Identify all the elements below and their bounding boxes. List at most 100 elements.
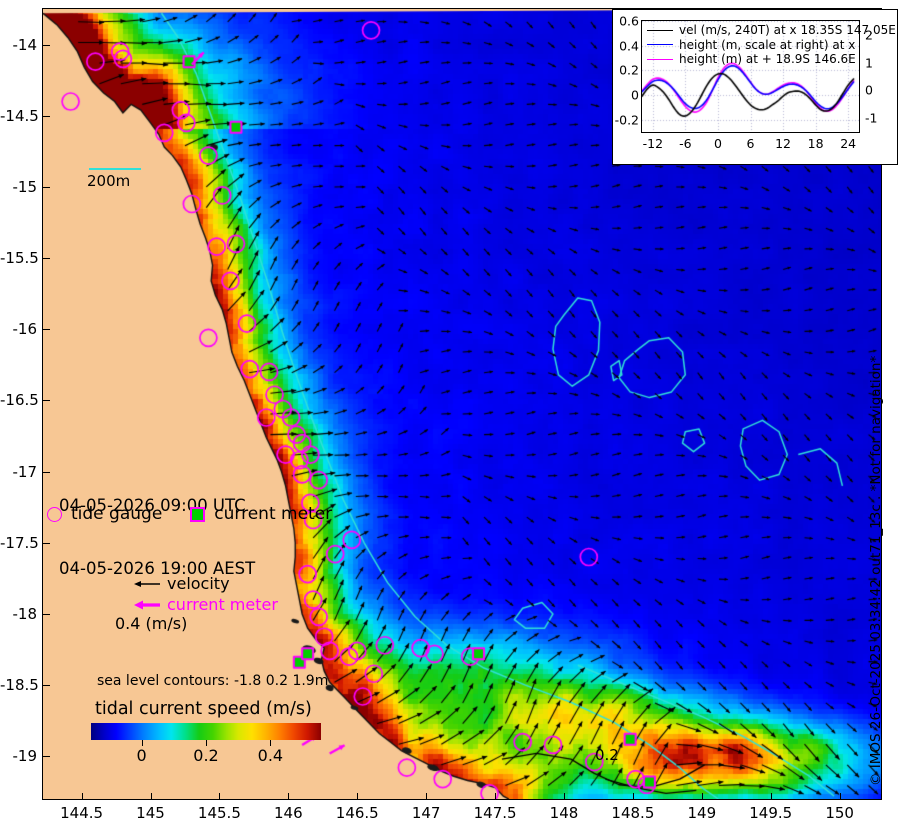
y-tick-label: -17 bbox=[12, 462, 38, 481]
current-meter-key-row: current meter bbox=[134, 594, 278, 615]
timeseries-y-tick-right: -1 bbox=[865, 110, 878, 126]
y-tick-label: -17.5 bbox=[0, 533, 39, 552]
timeseries-axes bbox=[641, 20, 860, 133]
y-tick-mark bbox=[43, 756, 50, 758]
y-tick-label: -14 bbox=[12, 35, 38, 54]
timeseries-y-tick-right: 1 bbox=[865, 55, 873, 71]
timeseries-legend: vel (m/s, 240T) at x 18.35S 147.05E heigh… bbox=[647, 23, 896, 67]
y-tick-label: -19 bbox=[12, 747, 38, 766]
x-tick-label: 147 bbox=[411, 804, 441, 822]
timeseries-y-tick-left: 0.2 bbox=[619, 62, 639, 78]
tide-gauge-label: tide gauge bbox=[71, 504, 163, 524]
velocity-key-label: velocity bbox=[167, 574, 230, 593]
timeseries-x-tick: -6 bbox=[679, 136, 692, 151]
timeseries-x-tick: 12 bbox=[775, 136, 791, 151]
y-tick-mark bbox=[43, 44, 50, 46]
x-tick-label: 146 bbox=[274, 804, 303, 822]
timeseries-y-tick-left: -0.2 bbox=[614, 112, 639, 128]
y-tick-label: -14.5 bbox=[0, 106, 39, 125]
y-tick-label: -16 bbox=[12, 320, 38, 339]
timeseries-y-tick-left: 0.6 bbox=[619, 13, 639, 29]
timeseries-y-tick-right: 2 bbox=[865, 27, 873, 43]
marker-legend: tide gauge current meter bbox=[47, 504, 332, 524]
timeseries-inset-panel[interactable]: 0.6 0.4 0.2 0 -0.2 2 1 0 -1 -12 -6 0 6 12 18 24 vel (… bbox=[612, 9, 898, 165]
y-tick-label: -15.5 bbox=[0, 249, 39, 268]
y-tick-mark bbox=[43, 329, 50, 331]
current-meter-arrow-icon bbox=[134, 600, 160, 609]
legend-line-swatch bbox=[647, 29, 673, 31]
colorbar-tick bbox=[141, 740, 143, 746]
x-tick-label: 148.5 bbox=[611, 804, 655, 822]
x-tick-label: 149.5 bbox=[749, 804, 793, 822]
velocity-magnitude-label: 0.4 (m/s) bbox=[115, 614, 188, 633]
timestamp-local: 04-05-2026 19:00 AEST bbox=[59, 559, 256, 578]
y-tick-mark bbox=[43, 115, 50, 117]
inline-contour-label: 0.2 bbox=[595, 746, 619, 764]
x-tick-label: 149 bbox=[687, 804, 717, 822]
velocity-key: velocity current meter bbox=[134, 573, 278, 615]
sea-level-contour-note: sea level contours: -1.8 0.2 1.9m bbox=[97, 673, 329, 689]
timeseries-x-tick: 0 bbox=[713, 136, 722, 151]
timeseries-y-tick-right: 0 bbox=[865, 82, 873, 98]
scalebar-line bbox=[89, 168, 141, 170]
timeseries-x-tick: 24 bbox=[840, 136, 857, 151]
timeseries-legend-item: vel (m/s, 240T) at x 18.35S 147.05E bbox=[647, 23, 896, 38]
x-tick-mark bbox=[495, 793, 497, 800]
x-tick-mark bbox=[81, 793, 83, 800]
x-tick-mark bbox=[288, 793, 290, 800]
y-tick-label: -16.5 bbox=[0, 391, 39, 410]
current-meter-key-label: current meter bbox=[167, 595, 278, 614]
y-tick-mark bbox=[43, 685, 50, 687]
colorbar-tick-label: 0 bbox=[136, 746, 147, 765]
velocity-arrow-icon bbox=[134, 580, 160, 587]
timeseries-legend-item: height (m) at + 18.9S 146.6E bbox=[647, 52, 896, 67]
legend-label: height (m) at + 18.9S 146.6E bbox=[679, 52, 856, 66]
x-tick-label: 148 bbox=[549, 804, 579, 822]
x-tick-label: 144.5 bbox=[60, 804, 104, 822]
x-tick-label: 145 bbox=[136, 804, 165, 822]
timeseries-x-tick: 18 bbox=[807, 136, 824, 151]
colorbar-gradient bbox=[91, 723, 321, 740]
x-tick-mark bbox=[150, 793, 152, 800]
timeseries-legend-item: height (m, scale at right) at x bbox=[647, 38, 896, 53]
legend-line-swatch bbox=[647, 58, 673, 60]
x-tick-mark bbox=[632, 793, 634, 800]
y-tick-label: -18 bbox=[12, 604, 38, 623]
y-tick-mark bbox=[43, 613, 50, 615]
x-tick-mark bbox=[701, 793, 703, 800]
legend-label: vel (m/s, 240T) at x 18.35S 147.05E bbox=[679, 23, 896, 37]
timeseries-x-tick: 6 bbox=[746, 136, 755, 151]
timeseries-canvas bbox=[642, 21, 859, 132]
x-tick-mark bbox=[219, 793, 221, 800]
colorbar-tick-label: 0.2 bbox=[193, 746, 219, 765]
x-tick-label: 146.5 bbox=[335, 804, 379, 822]
legend-label: height (m, scale at right) at x bbox=[679, 37, 856, 52]
tide-gauge-icon bbox=[47, 506, 62, 522]
x-tick-mark bbox=[426, 793, 428, 800]
timeseries-x-tick: -12 bbox=[642, 136, 664, 151]
y-tick-mark bbox=[43, 400, 50, 402]
x-tick-mark bbox=[563, 793, 565, 800]
legend-line-swatch bbox=[647, 44, 673, 46]
y-tick-label: -15 bbox=[12, 177, 38, 196]
colorbar-title: tidal current speed (m/s) bbox=[95, 699, 312, 719]
velocity-key-row: velocity bbox=[134, 573, 278, 594]
current-meter-label: current meter bbox=[214, 504, 333, 524]
y-tick-label: -18.5 bbox=[0, 676, 39, 695]
x-tick-mark bbox=[770, 793, 772, 800]
y-tick-mark bbox=[43, 471, 50, 473]
y-tick-mark bbox=[43, 258, 50, 260]
x-tick-label: 150 bbox=[825, 804, 854, 822]
colorbar-tick bbox=[206, 740, 207, 746]
colorbar-tick bbox=[270, 740, 272, 746]
attribution-text: © IMOS 26-Oct-2025 03:34:42 out71_13c . … bbox=[868, 355, 884, 786]
timeseries-y-tick-left: 0 bbox=[631, 87, 639, 103]
x-tick-mark bbox=[357, 793, 359, 800]
colorbar-tick-label: 0.4 bbox=[257, 746, 284, 765]
y-tick-mark bbox=[43, 186, 50, 188]
timeseries-y-tick-left: 0.4 bbox=[619, 38, 639, 54]
scalebar-label: 200m bbox=[87, 172, 131, 190]
y-tick-mark bbox=[43, 542, 50, 544]
x-tick-label: 147.5 bbox=[473, 804, 517, 822]
